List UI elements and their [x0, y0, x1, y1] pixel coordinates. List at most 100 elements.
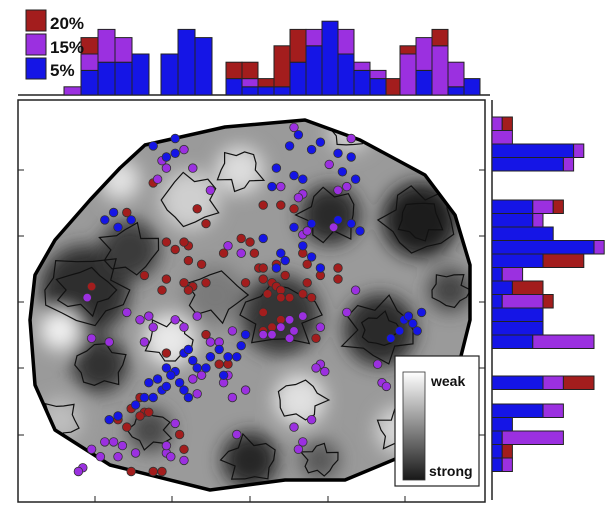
point-red — [196, 259, 207, 270]
point-purple — [298, 437, 308, 447]
legend-swatch-purple — [25, 33, 47, 56]
contour-line — [431, 273, 470, 309]
top-bar-blue — [353, 69, 371, 96]
point-blue — [280, 255, 290, 266]
top-bar-blue — [177, 28, 196, 96]
right-bar-purple — [501, 294, 544, 309]
point-red — [311, 333, 321, 344]
contour-line — [340, 294, 414, 365]
legend-label-5: 5% — [50, 61, 75, 80]
top-bar-blue — [257, 86, 275, 96]
point-purple — [73, 466, 84, 477]
point-blue — [355, 226, 365, 236]
point-red — [86, 281, 97, 292]
right-bar-blue — [491, 417, 513, 432]
top-bar-purple — [114, 37, 133, 63]
right-bar-blue — [491, 430, 503, 445]
right-bar-red — [501, 444, 513, 459]
colorbar-gradient — [402, 371, 426, 481]
point-blue — [232, 352, 242, 362]
point-blue — [108, 207, 119, 218]
top-bar-blue — [241, 86, 259, 96]
top-bar-purple — [63, 86, 82, 96]
legend-swatch-red — [25, 9, 47, 32]
point-red — [245, 237, 255, 247]
point-blue — [346, 152, 356, 162]
point-blue — [161, 152, 172, 162]
point-purple — [346, 133, 356, 144]
point-red — [122, 422, 132, 432]
point-purple — [276, 322, 286, 332]
top-bar-blue — [321, 20, 339, 96]
top-bar-purple — [337, 28, 355, 55]
point-purple — [192, 389, 202, 399]
point-purple — [152, 174, 163, 184]
point-blue — [174, 378, 185, 388]
point-red — [333, 274, 343, 284]
point-red — [161, 237, 172, 247]
point-blue — [188, 355, 198, 366]
top-bar-blue — [289, 61, 307, 96]
top-bar-purple — [447, 61, 465, 88]
point-blue — [350, 174, 361, 184]
point-purple — [122, 307, 132, 318]
point-blue — [337, 167, 348, 177]
point-purple — [302, 226, 312, 236]
top-bar-blue — [80, 69, 99, 96]
point-red — [201, 329, 211, 340]
point-blue — [403, 311, 414, 321]
point-blue — [298, 241, 308, 251]
right-bar-blue — [491, 321, 544, 336]
contour-line — [397, 202, 444, 242]
point-blue — [346, 218, 356, 229]
top-bar-blue — [160, 53, 179, 96]
point-purple — [350, 285, 361, 295]
point-red — [298, 289, 308, 299]
point-purple — [293, 192, 304, 203]
point-red — [144, 407, 154, 418]
point-purple — [236, 248, 246, 258]
right-bar-blue — [491, 403, 544, 418]
point-blue — [394, 326, 405, 336]
right-bar-purple — [532, 199, 554, 214]
point-purple — [381, 381, 392, 392]
point-purple — [227, 392, 238, 403]
point-purple — [284, 333, 295, 344]
top-histogram-panel — [18, 20, 490, 96]
point-blue — [258, 233, 268, 244]
right-bar-blue — [491, 226, 554, 241]
point-red — [302, 259, 312, 270]
contour-line — [144, 316, 194, 362]
point-red — [201, 218, 211, 229]
point-red — [289, 204, 299, 214]
point-red — [126, 466, 136, 477]
point-blue — [183, 392, 194, 403]
point-blue — [179, 385, 189, 395]
point-blue — [240, 329, 251, 340]
point-blue — [276, 248, 286, 258]
top-bar-red — [399, 45, 417, 55]
top-bar-purple — [369, 69, 387, 80]
right-bar-blue — [491, 253, 544, 268]
right-bar-blue — [491, 240, 595, 255]
point-blue — [315, 137, 326, 147]
point-blue — [148, 141, 158, 151]
point-blue — [170, 133, 180, 144]
point-blue — [144, 378, 154, 388]
point-red — [306, 292, 317, 303]
right-histogram-bars — [491, 116, 605, 472]
right-histogram-panel — [491, 100, 605, 500]
right-bar-purple — [593, 240, 605, 255]
point-blue — [113, 222, 123, 233]
point-red — [276, 200, 286, 210]
point-purple — [130, 448, 141, 458]
point-blue — [333, 148, 343, 159]
point-blue — [130, 400, 141, 410]
point-red — [161, 348, 172, 358]
top-bar-blue — [305, 45, 323, 96]
top-bar-blue — [97, 61, 116, 96]
point-red — [135, 411, 145, 421]
point-purple — [95, 452, 106, 462]
point-purple — [284, 315, 295, 325]
right-bar-blue — [491, 267, 503, 282]
